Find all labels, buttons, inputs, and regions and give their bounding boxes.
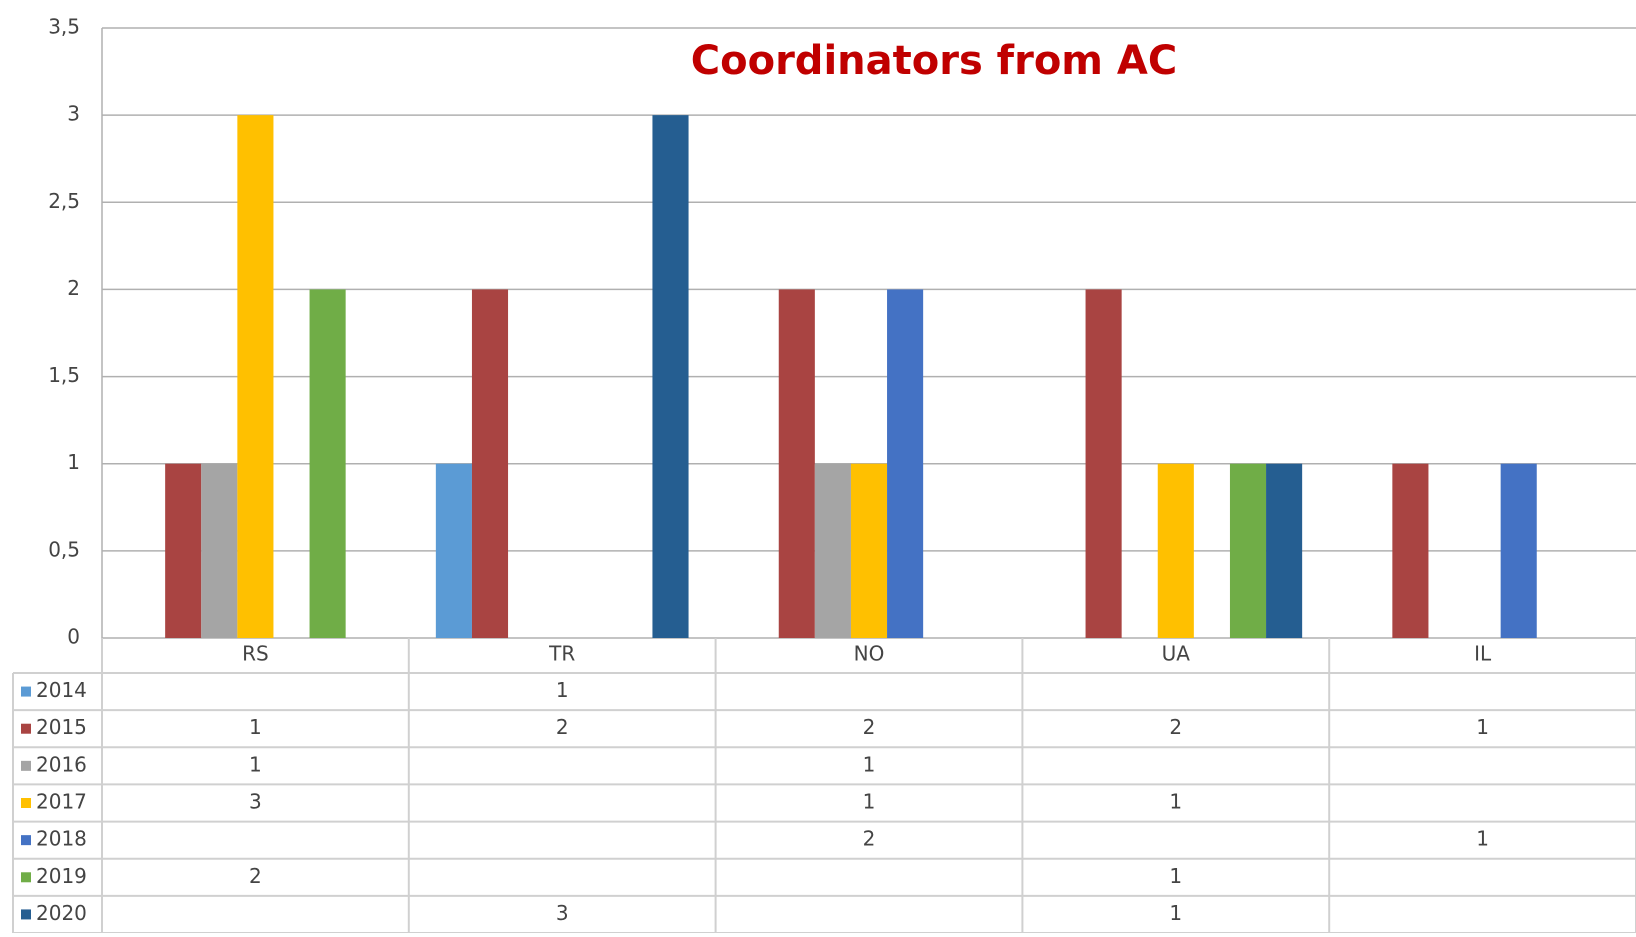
- legend-label: 2018: [36, 827, 87, 851]
- legend-label: 2019: [36, 864, 87, 888]
- bar: [435, 463, 472, 638]
- y-tick-label: 3: [67, 102, 80, 126]
- bar: [201, 463, 238, 638]
- legend-label: 2020: [36, 901, 87, 925]
- table-value: 1: [863, 752, 876, 776]
- legend-swatch: [21, 872, 31, 883]
- bar: [814, 463, 851, 638]
- y-tick-label: 3,5: [48, 15, 80, 39]
- legend-label: 2014: [36, 678, 87, 702]
- y-tick-label: 1: [67, 450, 80, 474]
- table-value: 1: [556, 678, 569, 702]
- legend-swatch: [21, 723, 31, 734]
- table-value: 2: [863, 715, 876, 739]
- bar: [1266, 463, 1303, 638]
- y-tick-label: 2: [67, 276, 80, 300]
- bar: [1157, 463, 1194, 638]
- legend-swatch: [21, 835, 31, 846]
- table-value: 1: [249, 752, 262, 776]
- chart-title: Coordinators from AC: [691, 38, 1177, 84]
- bar: [237, 115, 274, 638]
- x-tick-label: TR: [548, 642, 575, 666]
- bar: [1085, 289, 1122, 638]
- bar: [652, 115, 689, 638]
- legend-swatch: [21, 798, 31, 808]
- table-value: 1: [1476, 715, 1489, 739]
- table-value: 2: [556, 715, 569, 739]
- x-tick-label: UA: [1162, 642, 1191, 666]
- y-tick-label: 2,5: [48, 189, 80, 213]
- y-tick-label: 0,5: [48, 537, 80, 561]
- bar: [778, 289, 815, 638]
- legend-label: 2015: [36, 715, 87, 739]
- table-value: 1: [249, 715, 262, 739]
- bar: [887, 289, 924, 638]
- table-value: 2: [1169, 715, 1182, 739]
- legend-swatch: [21, 909, 31, 920]
- y-tick-label: 1,5: [48, 363, 80, 387]
- x-tick-label: RS: [242, 642, 269, 666]
- x-tick-label: NO: [854, 642, 885, 666]
- x-tick-label: IL: [1474, 642, 1492, 666]
- bar: [1392, 463, 1429, 638]
- bar: [471, 289, 509, 638]
- y-tick-label: 0: [67, 625, 80, 649]
- legend-swatch: [21, 686, 31, 697]
- table-value: 1: [1169, 901, 1182, 925]
- table-value: 2: [249, 864, 262, 888]
- table-value: 3: [249, 790, 262, 814]
- table-value: 1: [863, 790, 876, 814]
- legend-swatch: [21, 760, 31, 771]
- legend-label: 2016: [36, 752, 87, 776]
- legend-label: 2017: [36, 790, 87, 814]
- table-value: 1: [1476, 827, 1489, 851]
- bar: [1500, 463, 1537, 638]
- table-value: 1: [1169, 864, 1182, 888]
- table-value: 3: [556, 901, 569, 925]
- bar: [850, 463, 888, 638]
- table-value: 1: [1169, 790, 1182, 814]
- bar: [165, 463, 202, 638]
- table-value: 2: [863, 827, 876, 851]
- bar: [309, 289, 346, 638]
- bar: [1229, 463, 1267, 638]
